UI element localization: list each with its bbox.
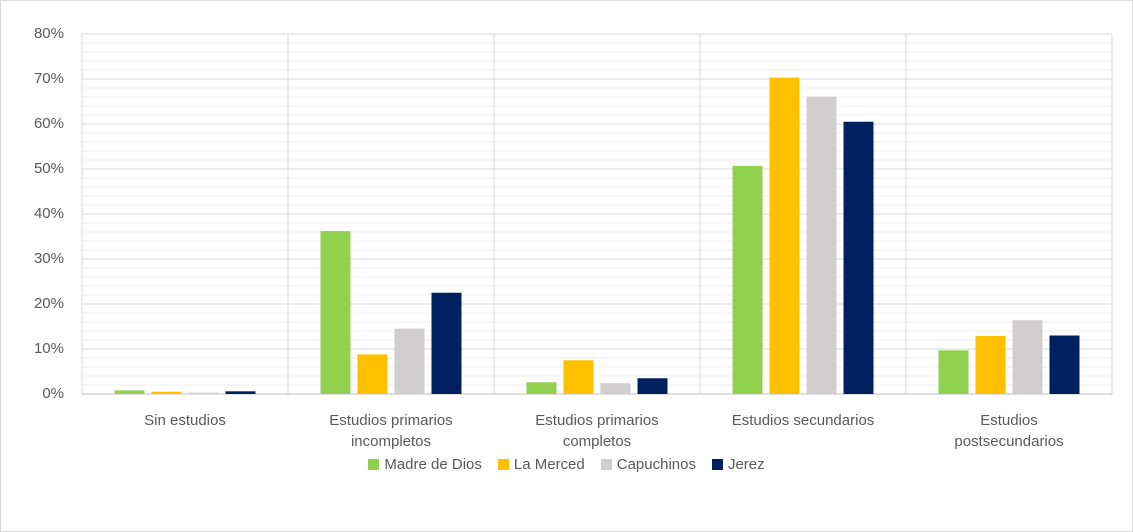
legend-label: Capuchinos bbox=[616, 456, 696, 473]
legend-swatch bbox=[600, 459, 612, 470]
bar bbox=[320, 231, 351, 394]
legend-item: La Merced bbox=[497, 456, 585, 473]
legend-label: La Merced bbox=[513, 456, 585, 473]
y-tick-label: 70% bbox=[34, 70, 64, 87]
x-tick-label: Estudios primarios incompletos bbox=[329, 412, 453, 450]
legend: Madre de Dios La Merced Capuchinos Jerez bbox=[0, 456, 1133, 473]
bar bbox=[188, 392, 219, 394]
y-tick-label: 50% bbox=[34, 160, 64, 177]
bar bbox=[526, 382, 557, 394]
y-tick-label: 20% bbox=[34, 295, 64, 312]
bar bbox=[1012, 320, 1043, 394]
bar bbox=[1049, 335, 1080, 394]
legend-item: Capuchinos bbox=[600, 456, 696, 473]
legend-swatch bbox=[368, 459, 380, 470]
bar bbox=[431, 292, 462, 394]
x-tick-label: Sin estudios bbox=[144, 412, 226, 429]
bar bbox=[394, 328, 425, 394]
bar bbox=[938, 350, 969, 394]
bar bbox=[114, 390, 145, 394]
bar bbox=[732, 165, 763, 394]
bar bbox=[769, 77, 800, 395]
y-tick-label: 0% bbox=[42, 385, 64, 402]
bar bbox=[806, 96, 837, 395]
y-tick-label: 30% bbox=[34, 250, 64, 267]
y-tick-label: 80% bbox=[34, 25, 64, 42]
legend-swatch bbox=[497, 459, 509, 470]
x-tick-label: Estudios primarios completos bbox=[535, 412, 659, 450]
x-tick-label: Estudios secundarios bbox=[731, 412, 875, 429]
y-tick-label: 60% bbox=[34, 115, 64, 132]
legend-label: Madre de Dios bbox=[384, 456, 482, 473]
y-tick-label: 10% bbox=[34, 340, 64, 357]
legend-item: Madre de Dios bbox=[368, 456, 482, 473]
legend-item: Jerez bbox=[711, 456, 765, 473]
bar bbox=[975, 335, 1006, 394]
x-tick-label: Estudios postsecundarios bbox=[954, 412, 1064, 450]
legend-label: Jerez bbox=[727, 456, 765, 473]
bar bbox=[357, 354, 388, 394]
bar bbox=[637, 378, 668, 394]
bar bbox=[151, 391, 182, 394]
legend-swatch bbox=[711, 459, 723, 470]
bar bbox=[563, 360, 594, 394]
bar bbox=[225, 391, 256, 394]
bar bbox=[843, 121, 874, 394]
y-tick-label: 40% bbox=[34, 205, 64, 222]
bar bbox=[600, 383, 631, 394]
